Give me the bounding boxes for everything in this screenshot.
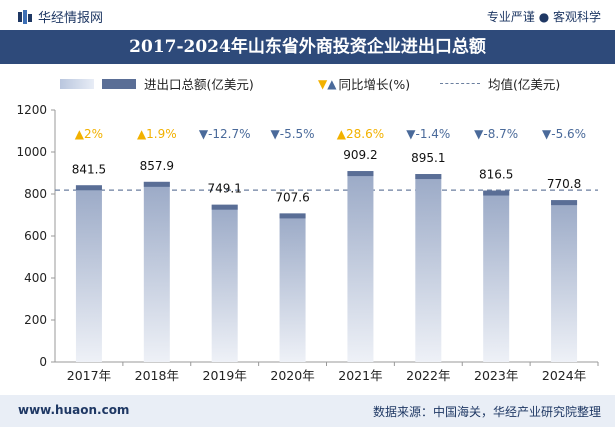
bar	[347, 171, 374, 362]
bar-value-label: 857.9	[140, 159, 174, 173]
bar	[75, 185, 102, 362]
bar-value-label: 707.6	[275, 190, 309, 204]
bar-value-label: 895.1	[411, 151, 445, 165]
x-tick-label: 2024年	[542, 368, 586, 383]
bar-top-cap	[551, 200, 578, 206]
brand-logo-icon	[18, 9, 32, 24]
bar-value-label: 816.5	[479, 168, 513, 182]
bar	[211, 204, 238, 362]
growth-value: 28.6%	[346, 127, 384, 141]
bar-value-label: 749.1	[208, 182, 242, 196]
bar-top-cap	[415, 174, 442, 180]
up-triangle-icon: ▲	[75, 127, 85, 141]
growth-value: -5.6%	[551, 127, 586, 141]
legend: 进出口总额(亿美元) ▼ ▲ 同比增长(%) 均值(亿美元)	[0, 72, 615, 94]
x-tick-label: 2017年	[67, 368, 111, 383]
growth-label: ▼-12.7%	[199, 127, 251, 141]
up-triangle-blue-icon: ▲	[327, 76, 337, 91]
x-tick-label: 2022年	[406, 368, 450, 383]
x-tick-label: 2020年	[270, 368, 314, 383]
y-tick-label: 1000	[16, 145, 47, 159]
y-tick-label: 600	[24, 229, 47, 243]
up-triangle-icon: ▲	[137, 127, 147, 141]
y-tick-label: 1200	[16, 103, 47, 117]
growth-label: ▼-8.7%	[474, 127, 518, 141]
legend-swatch-bar-body	[60, 78, 94, 89]
legend-label-growth: 同比增长(%)	[338, 77, 411, 92]
growth-value: -8.7%	[483, 127, 518, 141]
footer-source: 数据来源：中国海关，华经产业研究院整理	[372, 405, 601, 419]
down-triangle-icon: ▼	[542, 127, 552, 141]
growth-label: ▼-1.4%	[406, 127, 450, 141]
legend-item-growth: ▼ ▲ 同比增长(%)	[318, 74, 410, 93]
bar	[551, 200, 578, 362]
up-triangle-icon: ▲	[337, 127, 347, 141]
bar-top-cap	[143, 181, 170, 187]
bar-top-cap	[347, 171, 374, 177]
top-bar: 华经情报网 专业严谨 ● 客观科学	[0, 0, 615, 30]
legend-label-average: 均值(亿美元)	[488, 77, 561, 92]
legend-label-import-export: 进出口总额(亿美元)	[144, 77, 254, 92]
chart-title: 2017-2024年山东省外商投资企业进出口总额	[0, 30, 615, 64]
down-triangle-icon: ▼	[474, 127, 484, 141]
x-tick-label: 2019年	[203, 368, 247, 383]
bar	[143, 181, 170, 362]
growth-label: ▲1.9%	[137, 127, 177, 141]
x-tick-label: 2021年	[338, 368, 382, 383]
legend-item-import-export: 进出口总额(亿美元)	[60, 74, 254, 93]
bar-top-cap	[211, 204, 238, 210]
down-triangle-icon: ▼	[199, 127, 209, 141]
growth-label: ▼-5.6%	[542, 127, 586, 141]
legend-swatch-bar-top	[102, 78, 136, 89]
down-triangle-icon: ▼	[406, 127, 416, 141]
bar	[483, 190, 510, 362]
growth-value: -1.4%	[416, 127, 451, 141]
up-triangle-icon: ▼	[318, 76, 328, 91]
y-tick-label: 0	[39, 355, 47, 369]
growth-value: 2%	[84, 127, 103, 141]
x-tick-label: 2023年	[474, 368, 518, 383]
growth-label: ▼-5.5%	[271, 127, 315, 141]
y-tick-label: 800	[24, 187, 47, 201]
growth-value: -5.5%	[280, 127, 315, 141]
bar	[279, 213, 306, 362]
growth-label: ▲28.6%	[337, 127, 384, 141]
brand-name: 华经情报网	[38, 11, 104, 26]
brand: 华经情报网	[18, 7, 103, 26]
footer: www.huaon.com 数据来源：中国海关，华经产业研究院整理	[0, 395, 615, 427]
growth-label: ▲2%	[75, 127, 103, 141]
bar-top-cap	[75, 185, 102, 191]
growth-value: -12.7%	[208, 127, 250, 141]
bar-top-cap	[279, 213, 306, 219]
footer-url: www.huaon.com	[18, 403, 130, 417]
y-tick-label: 400	[24, 271, 47, 285]
tagline: 专业严谨 ● 客观科学	[486, 10, 601, 24]
bar-top-cap	[483, 190, 510, 196]
legend-swatch-average	[440, 83, 480, 84]
growth-value: 1.9%	[146, 127, 177, 141]
bar	[415, 174, 442, 362]
legend-item-average: 均值(亿美元)	[440, 74, 560, 93]
bar-value-label: 770.8	[547, 177, 581, 191]
y-tick-label: 200	[24, 313, 47, 327]
bar-value-label: 909.2	[343, 148, 377, 162]
x-tick-label: 2018年	[135, 368, 179, 383]
bar-value-label: 841.5	[72, 162, 106, 176]
down-triangle-icon: ▼	[271, 127, 281, 141]
